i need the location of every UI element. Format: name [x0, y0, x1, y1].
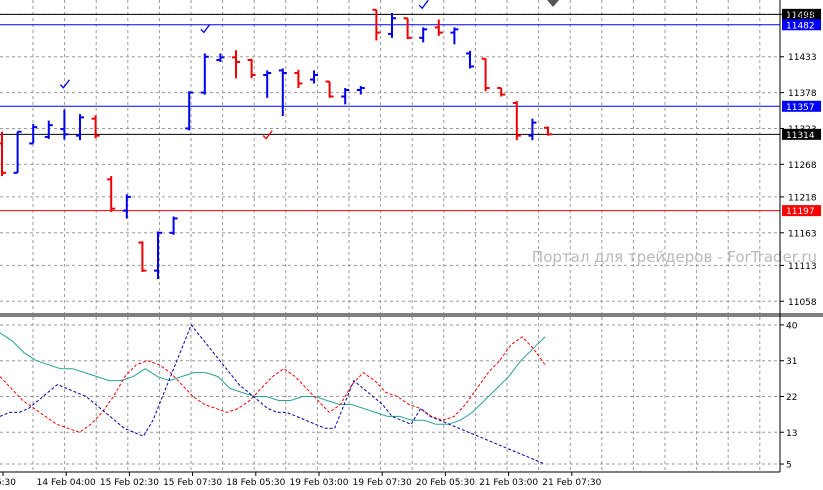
price-tick-label: 11378	[788, 89, 817, 99]
ohlc-bar	[341, 88, 350, 105]
ohlc-bar	[403, 17, 412, 40]
scroll-marker-icon[interactable]	[547, 0, 559, 7]
indicator-line	[0, 336, 546, 433]
price-tick-label: 11163	[788, 229, 817, 239]
ohlc-bar	[44, 120, 53, 139]
time-label: 15 Feb 07:30	[163, 478, 222, 488]
ohlc-bar	[388, 13, 396, 38]
ohlc-bar	[169, 216, 178, 235]
level-price-label: 11357	[786, 103, 815, 113]
price-tick-label: 11268	[788, 161, 817, 171]
ohlc-bar	[247, 58, 256, 79]
ohlc-bar	[497, 87, 506, 97]
ohlc-bar	[356, 86, 365, 95]
level-price-box	[782, 205, 821, 217]
level-price-box	[782, 19, 821, 31]
level-price-box	[782, 100, 821, 112]
ohlc-bar	[107, 176, 116, 212]
price-axis: 11498 11433 11378 11323 11268 11218 11163 11113…	[780, 11, 817, 308]
chart-frame	[0, 0, 823, 473]
ohlc-bar	[76, 114, 84, 141]
ohlc-bar	[232, 50, 240, 79]
time-label: 19 Feb 03:00	[289, 478, 348, 488]
ohlc-bar	[294, 69, 303, 89]
ohlc-bar	[325, 80, 334, 98]
price-tick-label: 11218	[788, 193, 817, 203]
ohlc-bar	[466, 50, 474, 69]
ohlc-bar	[263, 70, 272, 98]
price-tick-label: 11323	[788, 125, 817, 135]
indicator-axis: 40 31 22 13 5	[780, 321, 798, 471]
indicator-line	[0, 332, 546, 425]
ohlc-bar	[122, 194, 131, 219]
ohlc-bar	[528, 118, 537, 141]
time-label: 19 Feb 07:30	[353, 478, 412, 488]
ohlc-bar	[310, 70, 318, 84]
ohlc-bar	[138, 241, 147, 272]
ohlc-bar	[91, 115, 100, 139]
check-mark-icon	[200, 23, 211, 34]
price-tick-label: 11058	[788, 298, 817, 308]
indicator-panel	[0, 323, 546, 465]
indicator-tick-label: 22	[786, 393, 797, 403]
time-label: 21 Feb 03:00	[479, 478, 538, 488]
ohlc-bar	[60, 109, 69, 140]
time-label: 18 Feb 05:30	[226, 478, 285, 488]
ohlc-bar	[512, 101, 521, 141]
ohlc-bar	[372, 8, 381, 41]
indicator-tick-label: 5	[786, 461, 792, 471]
chart-grid	[0, 0, 780, 472]
ohlc-bar	[154, 231, 162, 280]
ohlc-bar	[544, 126, 552, 136]
time-axis: 06:30 14 Feb 04:00 15 Feb 02:30 15 Feb 07:3…	[0, 472, 602, 488]
ohlc-bars	[0, 8, 552, 280]
ohlc-bar	[13, 130, 22, 174]
ohlc-bar	[200, 53, 209, 95]
ohlc-bar	[434, 19, 443, 36]
level-price-label: 11498	[786, 11, 815, 21]
level-price-label: 11314	[786, 131, 815, 141]
check-mark-icon	[59, 79, 70, 89]
price-tick-label: 11433	[788, 53, 817, 63]
price-tick-label: 11113	[788, 262, 817, 272]
level-price-label: 11197	[786, 207, 815, 217]
tick-marks	[59, 0, 429, 140]
ohlc-bar	[185, 91, 194, 131]
ohlc-bar	[450, 27, 459, 45]
ohlc-bar	[0, 131, 6, 177]
ohlc-bar	[216, 53, 225, 62]
level-price-box	[782, 128, 821, 140]
indicator-tick-label: 40	[786, 321, 798, 331]
ohlc-bar	[29, 123, 38, 145]
ohlc-bar	[481, 57, 490, 92]
check-mark-icon	[418, 0, 429, 10]
time-label: 20 Feb 05:30	[416, 478, 475, 488]
watermark-text: Портал для трейдеров - ForTrader.ru	[532, 248, 817, 266]
ohlc-bar	[278, 68, 287, 117]
time-label: 15 Feb 02:30	[100, 478, 159, 488]
indicator-tick-label: 13	[786, 429, 797, 439]
level-price-label: 11482	[786, 21, 815, 31]
ohlc-bar	[419, 27, 428, 43]
indicator-line	[0, 323, 546, 465]
indicator-tick-label: 31	[786, 357, 797, 367]
time-label: 14 Feb 04:00	[37, 478, 96, 488]
level-price-box	[782, 8, 821, 20]
time-label: 21 Feb 07:30	[542, 478, 601, 488]
check-mark-icon	[262, 130, 273, 140]
price-tick-label: 11498	[788, 11, 817, 21]
time-label: 06:30	[0, 478, 16, 488]
